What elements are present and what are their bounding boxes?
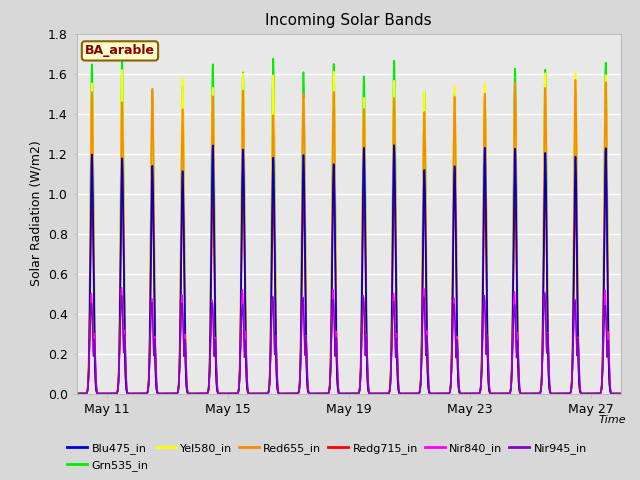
Y-axis label: Solar Radiation (W/m2): Solar Radiation (W/m2) <box>29 141 42 287</box>
Title: Incoming Solar Bands: Incoming Solar Bands <box>266 13 432 28</box>
Text: Time: Time <box>598 415 626 425</box>
Legend: Blu475_in, Grn535_in, Yel580_in, Red655_in, Redg715_in, Nir840_in, Nir945_in: Blu475_in, Grn535_in, Yel580_in, Red655_… <box>63 439 591 475</box>
Text: BA_arable: BA_arable <box>85 44 155 58</box>
